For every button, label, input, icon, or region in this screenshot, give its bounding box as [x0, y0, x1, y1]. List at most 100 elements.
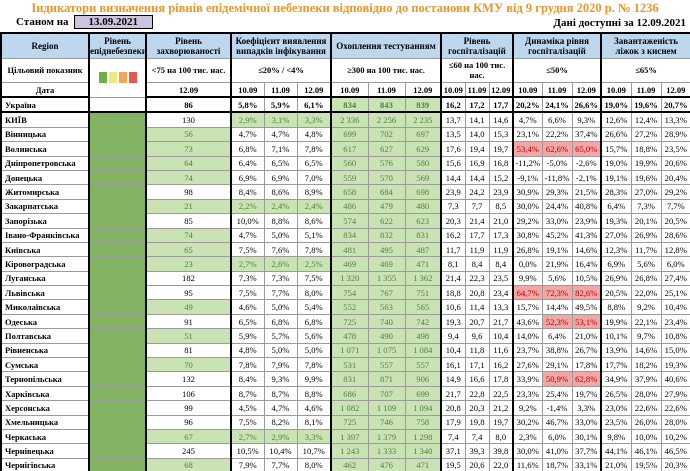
value-cell: 1 340: [404, 443, 442, 459]
epid-level-cell: [88, 285, 147, 301]
value-cell: -11,2%: [512, 155, 543, 171]
value-cell: 481: [330, 241, 369, 258]
value-cell: 49,5%: [571, 299, 602, 315]
epid-level-cell: [88, 328, 147, 344]
value-cell: 49: [145, 299, 232, 315]
value-cell: 45,2%: [541, 227, 573, 243]
value-cell: 26,8%: [512, 241, 543, 258]
value-cell: 13,3%: [660, 111, 690, 128]
value-cell: 684: [367, 184, 406, 200]
value-cell: 13,9%: [600, 342, 632, 359]
value-cell: 871: [367, 371, 406, 387]
value-cell: 19,9%: [630, 155, 662, 171]
value-cell: 11,7%: [630, 241, 662, 258]
value-cell: 26,9%: [600, 270, 632, 287]
table-row: Харківська 106 8,7% 8,7% 8,8% 686 707 699 21,7 22…: [0, 385, 690, 402]
target-detection: ≤20% / <4%: [230, 58, 332, 83]
value-cell: 64: [145, 155, 232, 171]
value-cell: 834: [330, 96, 369, 114]
target-testing: ≥300 на 100 тис. нас.: [330, 58, 442, 83]
data-available: Дані доступні за 12.09.2021: [553, 17, 686, 29]
value-cell: 19,6%: [630, 169, 662, 186]
date-cell: 11.09: [263, 82, 298, 98]
value-cell: 30,0%: [512, 198, 543, 215]
value-cell: 480: [404, 198, 442, 215]
value-cell: 14,4%: [541, 299, 573, 315]
epid-level-cell: [88, 371, 147, 387]
value-cell: 746: [367, 414, 406, 430]
value-cell: 1 082: [330, 400, 369, 416]
value-cell: 4,7%: [263, 126, 298, 143]
value-cell: 8,7%: [230, 385, 265, 402]
value-cell: 5,8%: [230, 96, 265, 114]
value-cell: 560: [330, 155, 369, 171]
value-cell: 2,4%: [263, 198, 298, 215]
value-cell: 10,0%: [630, 428, 662, 445]
value-cell: 4,7%: [230, 126, 265, 143]
value-cell: 46,1%: [630, 443, 662, 459]
value-cell: 33,9%: [512, 371, 543, 387]
epid-level-cell: [88, 443, 147, 459]
region-name: Львівська: [0, 285, 90, 301]
header-row-groups: Region Рівень епіднебезпеки Рівень захво…: [0, 32, 690, 59]
value-cell: 9,6: [464, 328, 490, 344]
value-cell: 19,7: [488, 141, 514, 157]
value-cell: 39,8: [488, 443, 514, 459]
value-cell: 478: [330, 328, 369, 344]
available-date: 12.09.2021: [636, 17, 687, 29]
region-name: Київська: [0, 241, 90, 258]
value-cell: 37,4%: [571, 126, 602, 143]
value-cell: 5,1%: [296, 227, 332, 243]
value-cell: 767: [367, 285, 406, 301]
value-cell: 91: [145, 313, 232, 330]
value-cell: 82,6%: [571, 285, 602, 301]
value-cell: 130: [145, 111, 232, 128]
value-cell: 23,1%: [512, 126, 543, 143]
epid-level-cell: [88, 198, 147, 215]
value-cell: 831: [330, 371, 369, 387]
value-cell: 2,2%: [230, 198, 265, 215]
value-cell: -1,4%: [541, 400, 573, 416]
value-cell: 26,6%: [571, 96, 602, 114]
value-cell: 9,8%: [600, 428, 632, 445]
value-cell: 22,6%: [660, 400, 690, 416]
value-cell: -2,1%: [571, 169, 602, 186]
value-cell: 1 071: [330, 342, 369, 359]
value-cell: 559: [330, 169, 369, 186]
value-cell: 33,0%: [571, 414, 602, 430]
value-cell: 10,2%: [660, 428, 690, 445]
value-cell: 751: [404, 285, 442, 301]
value-cell: 629: [404, 141, 442, 157]
value-cell: 65: [145, 241, 232, 258]
value-cell: 7,8%: [296, 141, 332, 157]
date-cell: 11.09: [367, 82, 406, 98]
value-cell: 7,5%: [230, 414, 265, 430]
region-name: Чернівецька: [0, 443, 90, 459]
value-cell: 758: [404, 414, 442, 430]
value-cell: 839: [404, 96, 442, 114]
value-cell: -11,8%: [541, 169, 573, 186]
target-label: Цільовий показник: [0, 58, 90, 83]
value-cell: 7,3%: [630, 198, 662, 215]
region-name: Хмельницька: [0, 414, 90, 430]
value-cell: 23,5%: [600, 414, 632, 430]
value-cell: 22,5: [488, 385, 514, 402]
epid-level-cell: [88, 270, 147, 287]
value-cell: 182: [145, 270, 232, 287]
table-row: Хмельницька 96 7,5% 8,2% 8,1% 725 746 758 17,9 19…: [0, 414, 690, 430]
value-cell: 20,6%: [660, 155, 690, 171]
value-cell: 19,0%: [600, 155, 632, 171]
value-cell: 495: [367, 241, 406, 258]
value-cell: 17,1: [464, 357, 490, 373]
value-cell: 17,6: [440, 141, 466, 157]
target-incidence: <75 на 100 тис. нас.: [145, 58, 232, 83]
value-cell: 26,7%: [571, 342, 602, 359]
value-cell: 14,6%: [630, 342, 662, 359]
table-row: Черкаська 67 2,7% 2,9% 3,3% 1 397 1 379 1 298 7,…: [0, 428, 690, 445]
value-cell: 1 379: [367, 428, 406, 445]
value-cell: 19,1%: [541, 241, 573, 258]
value-cell: 10,4: [440, 342, 466, 359]
value-cell: 15,2: [488, 169, 514, 186]
value-cell: 2,6%: [263, 256, 298, 272]
value-cell: 73: [145, 141, 232, 157]
